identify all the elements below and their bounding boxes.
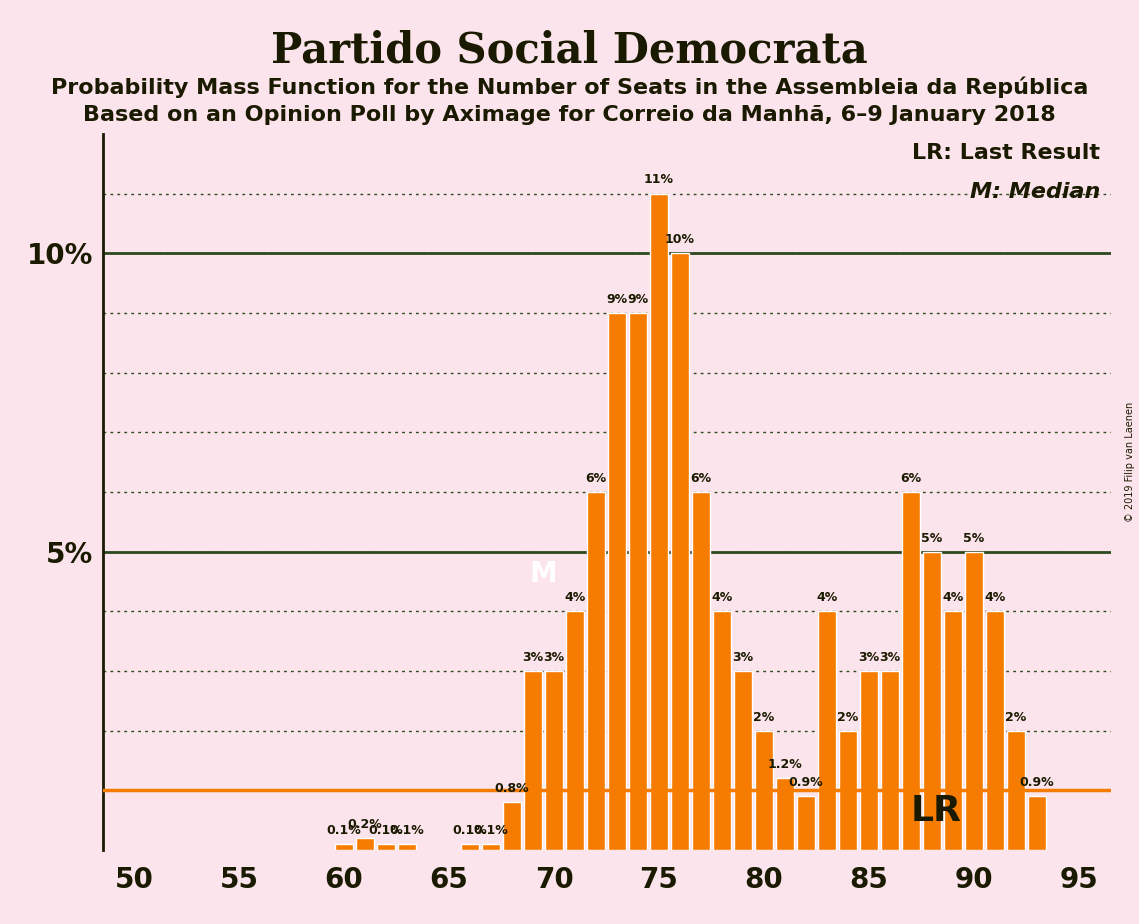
Text: 6%: 6%: [585, 472, 607, 485]
Text: LR: LR: [911, 795, 962, 828]
Text: © 2019 Filip van Laenen: © 2019 Filip van Laenen: [1125, 402, 1134, 522]
Bar: [923, 552, 941, 850]
Text: Probability Mass Function for the Number of Seats in the Assembleia da República: Probability Mass Function for the Number…: [51, 77, 1088, 98]
Bar: [755, 731, 773, 850]
Bar: [965, 552, 983, 850]
Text: LR: Last Result: LR: Last Result: [912, 143, 1100, 163]
Bar: [818, 612, 836, 850]
Text: 1.2%: 1.2%: [768, 759, 802, 772]
Text: 9%: 9%: [606, 293, 628, 306]
Bar: [482, 845, 500, 850]
Text: 0.1%: 0.1%: [390, 824, 425, 837]
Bar: [693, 492, 710, 850]
Bar: [461, 845, 478, 850]
Text: 5%: 5%: [964, 531, 984, 544]
Text: 6%: 6%: [901, 472, 921, 485]
Text: 4%: 4%: [565, 591, 585, 604]
Bar: [399, 845, 416, 850]
Text: 4%: 4%: [984, 591, 1006, 604]
Bar: [587, 492, 605, 850]
Bar: [566, 612, 584, 850]
Bar: [1029, 796, 1046, 850]
Text: 0.1%: 0.1%: [327, 824, 361, 837]
Bar: [377, 845, 395, 850]
Text: 3%: 3%: [523, 650, 543, 663]
Text: 3%: 3%: [859, 650, 879, 663]
Text: 10%: 10%: [665, 233, 695, 246]
Text: 2%: 2%: [1006, 711, 1026, 723]
Text: 0.9%: 0.9%: [1019, 776, 1055, 789]
Bar: [735, 671, 752, 850]
Text: M: M: [530, 560, 557, 589]
Text: 0.9%: 0.9%: [788, 776, 823, 789]
Bar: [776, 778, 794, 850]
Text: 0.1%: 0.1%: [474, 824, 508, 837]
Bar: [524, 671, 542, 850]
Text: 4%: 4%: [817, 591, 837, 604]
Bar: [357, 838, 374, 850]
Bar: [546, 671, 563, 850]
Bar: [671, 253, 689, 850]
Text: 3%: 3%: [879, 650, 901, 663]
Text: 2%: 2%: [837, 711, 859, 723]
Bar: [860, 671, 878, 850]
Bar: [944, 612, 962, 850]
Text: 5%: 5%: [921, 531, 943, 544]
Text: 0.2%: 0.2%: [347, 818, 383, 831]
Text: 4%: 4%: [712, 591, 732, 604]
Text: 3%: 3%: [732, 650, 754, 663]
Bar: [1007, 731, 1025, 850]
Text: Partido Social Democrata: Partido Social Democrata: [271, 30, 868, 71]
Text: 0.1%: 0.1%: [369, 824, 403, 837]
Text: 11%: 11%: [644, 174, 674, 187]
Bar: [650, 194, 667, 850]
Text: M: Median: M: Median: [969, 182, 1100, 201]
Bar: [335, 845, 353, 850]
Bar: [503, 802, 521, 850]
Bar: [986, 612, 1003, 850]
Bar: [882, 671, 899, 850]
Bar: [902, 492, 920, 850]
Text: 4%: 4%: [942, 591, 964, 604]
Bar: [629, 313, 647, 850]
Text: 0.8%: 0.8%: [494, 783, 530, 796]
Text: 6%: 6%: [690, 472, 712, 485]
Bar: [713, 612, 731, 850]
Text: 3%: 3%: [543, 650, 565, 663]
Text: Based on an Opinion Poll by Aximage for Correio da Manhã, 6–9 January 2018: Based on an Opinion Poll by Aximage for …: [83, 105, 1056, 126]
Text: 0.1%: 0.1%: [452, 824, 487, 837]
Bar: [608, 313, 626, 850]
Bar: [797, 796, 814, 850]
Text: 2%: 2%: [753, 711, 775, 723]
Bar: [839, 731, 857, 850]
Text: 9%: 9%: [628, 293, 648, 306]
